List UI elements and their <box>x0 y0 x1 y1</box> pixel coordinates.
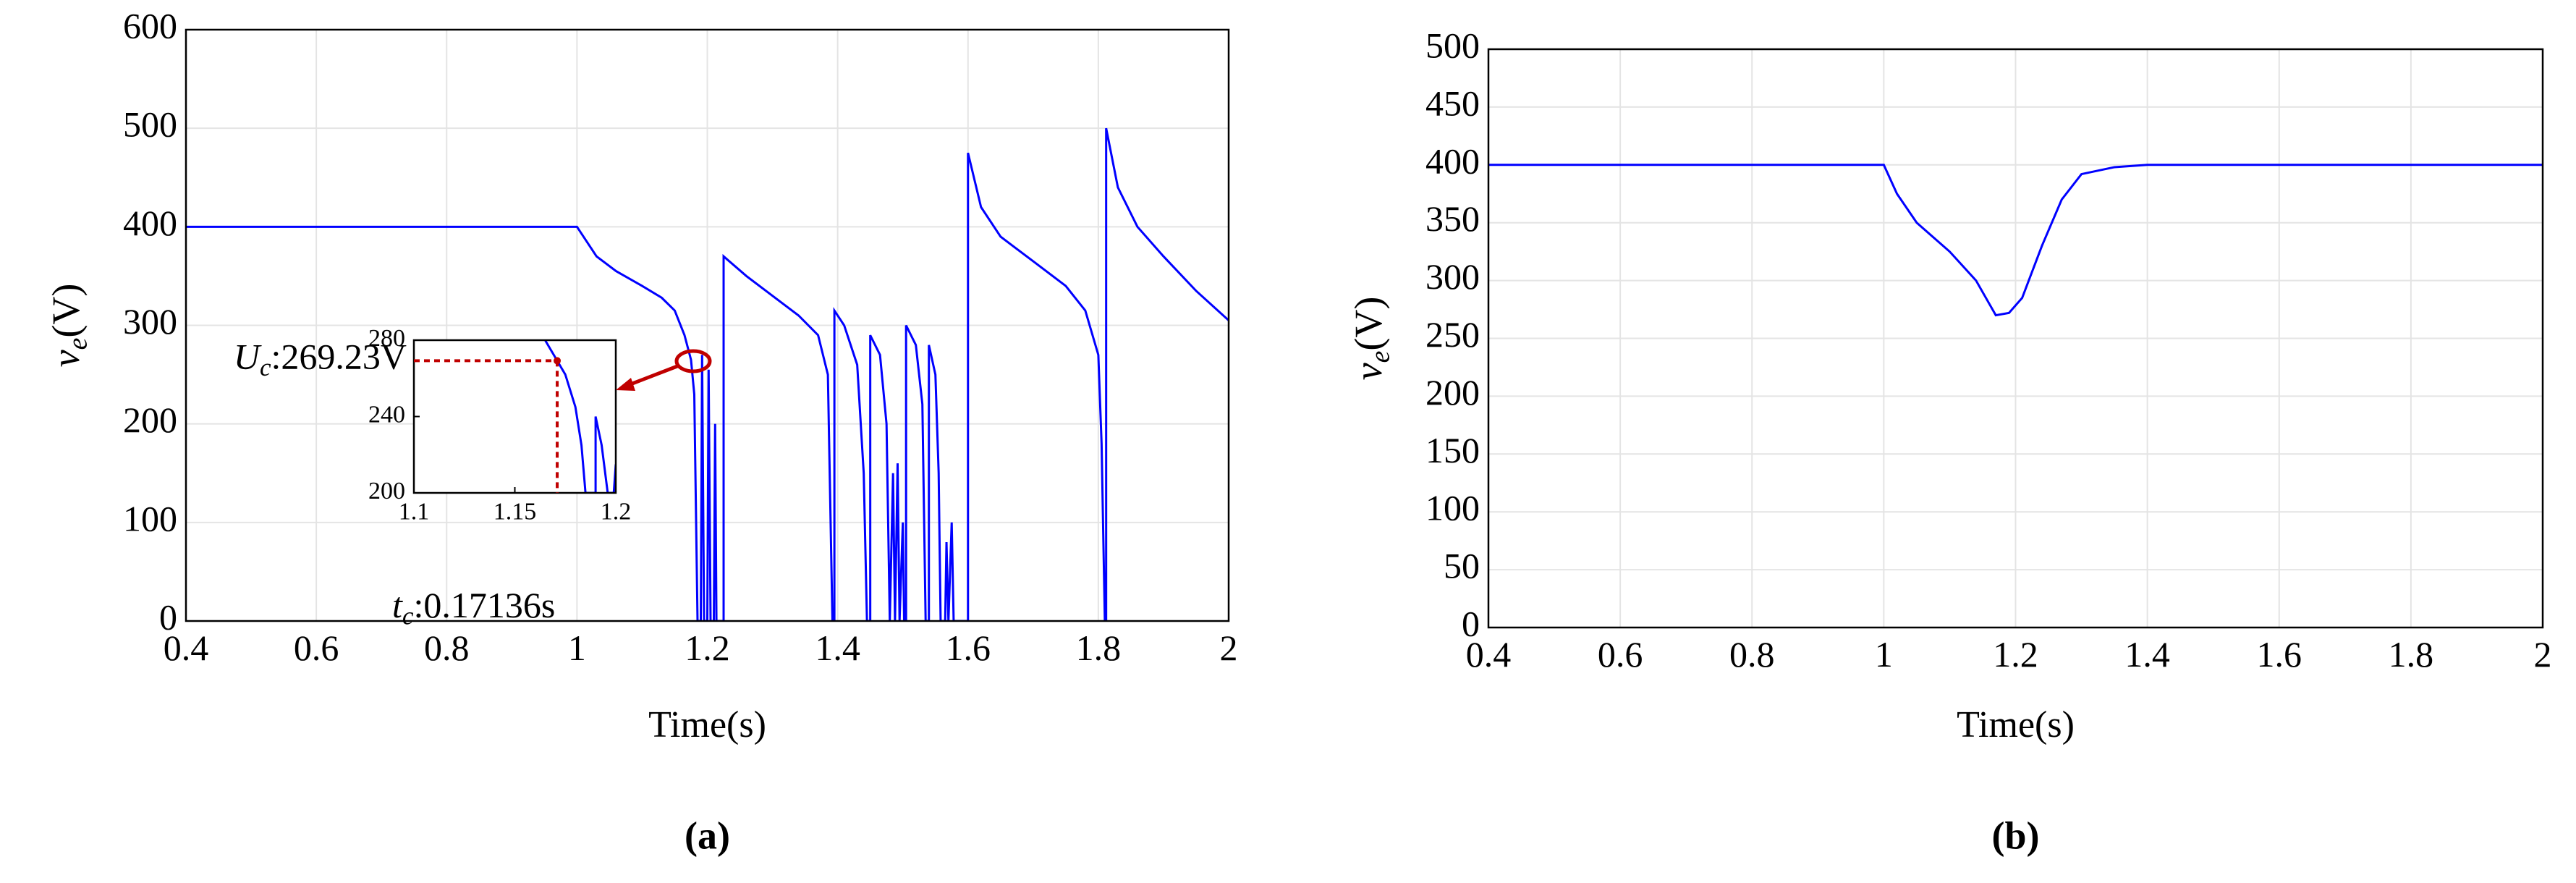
data-line <box>186 127 1229 621</box>
y-tick-label: 400 <box>123 203 177 243</box>
y-tick-label: 450 <box>1425 83 1480 123</box>
x-tick-label: 2 <box>1220 628 1238 668</box>
x-tick-label: 0.6 <box>1598 634 1643 675</box>
x-tick-label: 1.4 <box>2124 634 2170 675</box>
x-tick-label: 0.6 <box>294 628 339 668</box>
plot-frame <box>185 28 1230 622</box>
symbol: v <box>44 350 88 367</box>
x-tick-label: 1.6 <box>2257 634 2302 675</box>
x-tick-label: 1.2 <box>685 628 730 668</box>
arrow-line <box>626 364 678 388</box>
y-tick-label: 250 <box>1425 314 1480 355</box>
y-tick-label: 200 <box>1425 372 1480 413</box>
x-tick-label: 0.4 <box>1466 634 1512 675</box>
caption: (a) <box>685 814 730 857</box>
y-tick-label: 600 <box>123 5 177 46</box>
symbol: v <box>1347 363 1390 380</box>
x-tick-label: 0.8 <box>424 628 470 668</box>
y-tick-label: 500 <box>123 104 177 145</box>
marker-point <box>554 357 562 365</box>
x-tick-label: 1.6 <box>946 628 991 668</box>
arrow-head <box>616 378 635 391</box>
y-tick-label: 400 <box>1425 140 1480 181</box>
subscript: e <box>1365 351 1395 363</box>
x-axis-label: Time(s) <box>648 704 766 745</box>
caption: (b) <box>1992 814 2040 857</box>
symbol: t <box>392 585 403 625</box>
x-tick-label: 1.15 <box>493 499 537 525</box>
x-tick-label: 1.2 <box>601 499 632 525</box>
plot-frame <box>1487 48 2544 629</box>
y-tick-label: 50 <box>1444 546 1480 586</box>
y-tick-label: 150 <box>1425 430 1480 470</box>
data-line <box>1488 164 2543 317</box>
unit: :0.17136s <box>413 585 555 625</box>
unit: (V) <box>1347 297 1390 351</box>
symbol: U <box>234 337 262 377</box>
x-tick-label: 1.4 <box>815 628 860 668</box>
y-tick-label: 100 <box>1425 488 1480 528</box>
y-tick-label: 300 <box>1425 256 1480 297</box>
plot-frame <box>412 339 617 494</box>
x-tick-label: 2 <box>2534 634 2552 675</box>
x-tick-label: 1 <box>568 628 586 668</box>
x-tick-label: 1.1 <box>399 499 430 525</box>
x-tick-label: 1.8 <box>2389 634 2434 675</box>
y-tick-label: 350 <box>1425 198 1480 239</box>
subscript: c <box>260 353 271 381</box>
x-tick-label: 0.4 <box>164 628 209 668</box>
subscript: e <box>62 338 93 350</box>
highlight-ellipse <box>674 349 712 373</box>
subscript: c <box>402 602 414 630</box>
y-tick-label: 500 <box>1425 25 1480 65</box>
unit: (V) <box>44 284 88 338</box>
y-tick-label: 0 <box>1462 603 1480 643</box>
symbol-label: ve(V) <box>44 284 93 368</box>
x-tick-label: 0.8 <box>1729 634 1775 675</box>
y-tick-label: 300 <box>123 301 177 342</box>
x-tick-label: 1 <box>1875 634 1893 675</box>
y-tick-label: 200 <box>123 400 177 440</box>
x-tick-label: 1.2 <box>1993 634 2038 675</box>
x-axis-label: Time(s) <box>1957 704 2075 745</box>
inset-background <box>414 340 616 493</box>
y-tick-label: 200 <box>368 478 405 504</box>
symbol-label: ve(V) <box>1347 297 1395 381</box>
y-tick-label: 100 <box>123 498 177 538</box>
data-line <box>544 340 616 493</box>
y-tick-label: 280 <box>368 325 405 352</box>
unit: :269.23V <box>271 337 407 377</box>
y-tick-label: 240 <box>368 401 405 428</box>
symbol-label: Uc:269.23V <box>234 337 407 381</box>
y-tick-label: 0 <box>159 596 177 637</box>
symbol-label: tc:0.17136s <box>392 585 555 630</box>
x-tick-label: 1.8 <box>1076 628 1122 668</box>
